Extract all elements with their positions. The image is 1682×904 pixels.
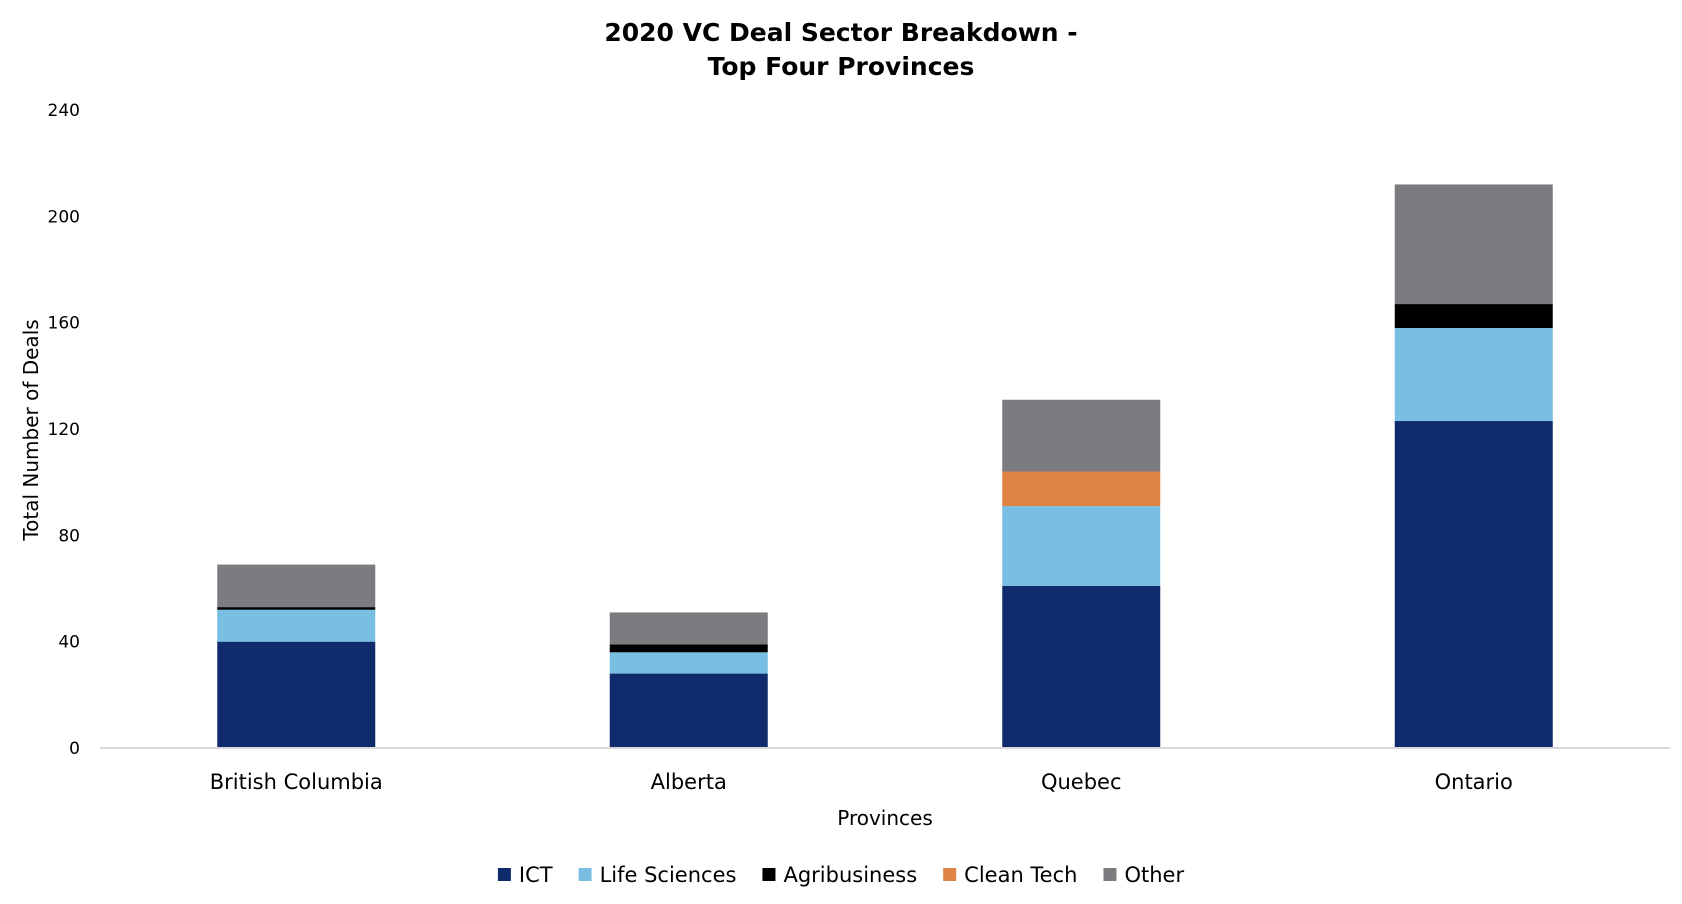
legend-swatch [1103, 868, 1117, 881]
bar-segment-other [217, 564, 376, 608]
bar-segment-life-sciences [217, 609, 376, 642]
bar-segment-other [609, 612, 768, 645]
legend-item: ICT [497, 863, 553, 887]
bar-segment-life-sciences [609, 652, 768, 674]
y-axis-ticks: 0 40 80 120 160 200 240 [48, 101, 80, 759]
bar-segment-other [1394, 184, 1553, 305]
x-category-label: Quebec [1041, 770, 1122, 794]
legend-label: ICT [519, 863, 553, 887]
legend-swatch [943, 868, 957, 881]
y-tick-label: 120 [48, 420, 80, 440]
y-tick-label: 40 [58, 633, 80, 653]
legend-item: Other [1103, 863, 1184, 887]
bar-segment-life-sciences [1002, 506, 1161, 586]
legend-swatch [578, 868, 592, 881]
legend-swatch [762, 868, 776, 881]
legend: ICT Life Sciences Agribusiness Clean Tech Ot… [497, 863, 1184, 887]
bar-segment-agribusiness [217, 607, 376, 610]
bar-segment-ict [609, 673, 768, 748]
bar-segment-ict [1394, 421, 1553, 748]
bars-group [217, 184, 1553, 748]
bar-segment-ict [217, 641, 376, 748]
y-tick-label: 0 [69, 739, 80, 759]
x-category-label: Alberta [651, 770, 727, 794]
y-tick-label: 240 [48, 101, 80, 121]
legend-label: Life Sciences [600, 863, 737, 887]
legend-label: Clean Tech [964, 863, 1077, 887]
x-axis-labels: British Columbia Alberta Quebec Ontario [210, 770, 1513, 794]
bar-segment-agribusiness [609, 644, 768, 653]
legend-item: Agribusiness [762, 863, 917, 887]
y-tick-label: 80 [58, 526, 80, 546]
legend-label: Agribusiness [783, 863, 917, 887]
legend-label: Other [1124, 863, 1184, 887]
x-axis-title: Provinces [837, 806, 933, 830]
chart-title-line-2: Top Four Provinces [708, 52, 975, 81]
y-tick-label: 200 [48, 207, 80, 227]
bar-segment-clean-tech [1002, 471, 1161, 507]
bar-segment-life-sciences [1394, 327, 1553, 422]
y-tick-label: 160 [48, 314, 80, 334]
chart-title-line-1: 2020 VC Deal Sector Breakdown - [604, 18, 1077, 47]
bar-segment-other [1002, 399, 1161, 472]
legend-swatch [497, 868, 511, 881]
legend-item: Clean Tech [943, 863, 1077, 887]
bar-segment-ict [1002, 585, 1161, 748]
y-axis-title: Total Number of Deals [19, 319, 43, 541]
x-category-label: British Columbia [210, 770, 383, 794]
legend-item: Life Sciences [578, 863, 737, 887]
x-category-label: Ontario [1435, 770, 1513, 794]
bar-segment-agribusiness [1394, 304, 1553, 328]
